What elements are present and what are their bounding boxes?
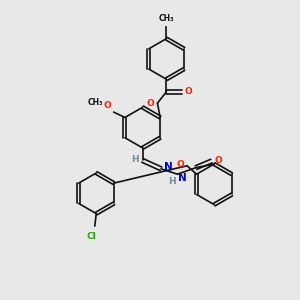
Text: CH₃: CH₃	[88, 98, 103, 107]
Text: O: O	[214, 156, 222, 165]
Text: O: O	[177, 160, 185, 169]
Text: O: O	[146, 99, 154, 108]
Text: N: N	[178, 173, 187, 183]
Text: Cl: Cl	[87, 232, 97, 241]
Text: N: N	[164, 162, 173, 172]
Text: H: H	[131, 155, 139, 164]
Text: CH₃: CH₃	[159, 14, 174, 23]
Text: H: H	[168, 177, 176, 186]
Text: O: O	[184, 87, 192, 96]
Text: O: O	[103, 101, 111, 110]
